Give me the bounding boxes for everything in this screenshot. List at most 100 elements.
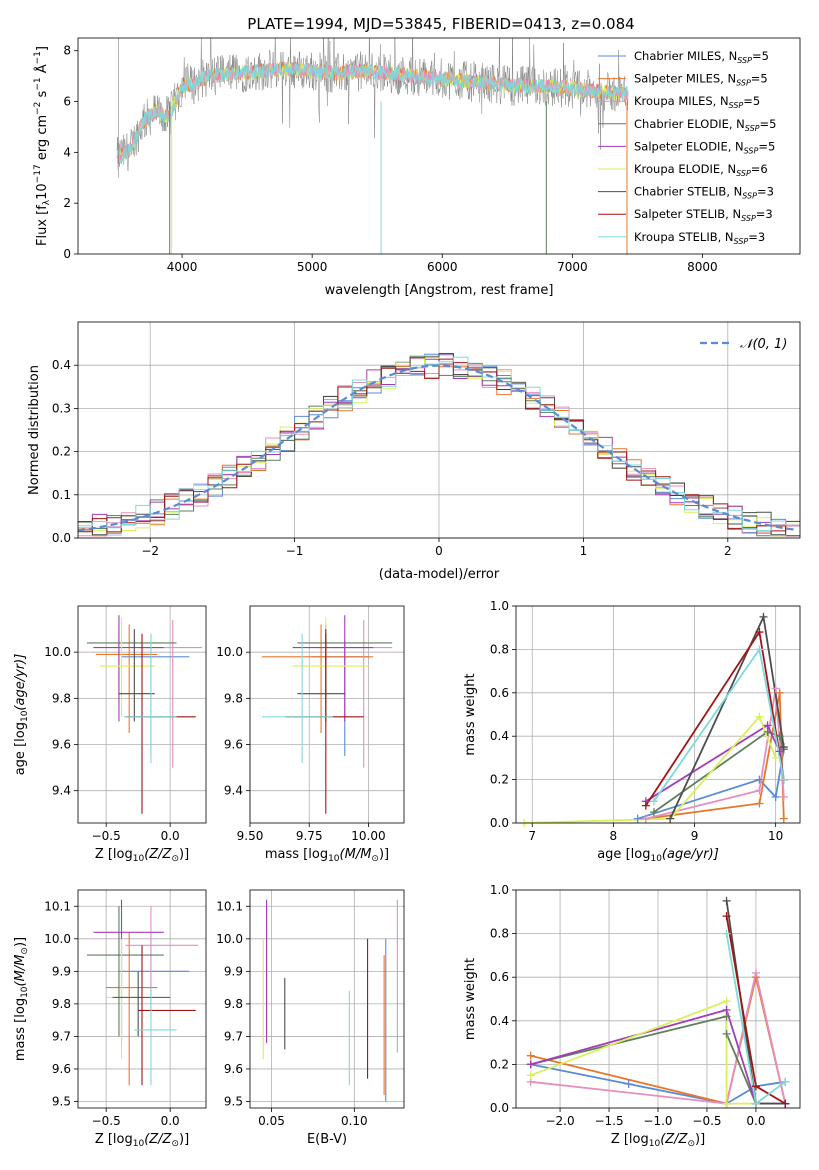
- y-axis-label: mass weight: [463, 673, 478, 755]
- weight-marker: [775, 688, 784, 697]
- x-axis-label-part: (Z/Z: [660, 1132, 688, 1147]
- weight-marker: [781, 1077, 790, 1086]
- legend-entry: 𝒩(0, 1): [740, 337, 787, 352]
- legend-entry: Salpeter ELODIE, NSSP=5: [634, 139, 775, 155]
- x-tick-label: 9: [691, 829, 699, 843]
- axes-frame-weight_vs_age: [515, 605, 801, 824]
- y-tick-label: 10.0: [216, 645, 243, 659]
- x-axis-label: Z [log10(Z/Z⊙)]: [95, 1132, 189, 1149]
- x-axis-label-sun: ⊙: [171, 854, 179, 864]
- y-tick-label: 9.5: [224, 1094, 243, 1108]
- weight-marker: [779, 743, 788, 752]
- axes-mass_vs_ebv: 0.05 0.10 9.5 9.6 9.7 9.8 9.9 10.0 10.1 E(B-V): [216, 889, 405, 1147]
- legend-entry-base: Salpeter MILES, N: [634, 72, 736, 86]
- weight-marker: [775, 747, 784, 756]
- x-axis-label-sub: 10: [133, 1139, 145, 1149]
- legend-entry-base: Chabrier STELIB, N: [634, 185, 742, 199]
- weight-marker: [755, 799, 764, 808]
- x-tick-label: 10: [768, 829, 783, 843]
- weight-marker: [722, 1029, 731, 1038]
- ticks-mass_vs_z: −0.5 0.0 9.5 9.6 9.7 9.8 9.9 10.0 10.1: [44, 899, 179, 1128]
- legend-entry-tail: =3: [757, 185, 774, 199]
- y-axis-label-part: 10: [35, 183, 50, 200]
- y-tick-label: 9.7: [224, 1029, 243, 1043]
- x-axis-label-part: )]: [695, 1132, 705, 1147]
- x-axis-label: age [log10(age/yr)]: [597, 847, 719, 864]
- x-tick-label: 9.75: [296, 829, 323, 843]
- y-tick-label: 9.5: [52, 1094, 71, 1108]
- weight-marker: [624, 1080, 633, 1089]
- y-tick-label: 9.9: [224, 964, 243, 978]
- x-axis-label-part: )]: [179, 1132, 189, 1147]
- weight-marker: [666, 814, 675, 823]
- y-axis-label-part: (M/M: [13, 955, 28, 987]
- grid-mass_vs_ebv: [250, 890, 404, 1108]
- weight-marker: [755, 628, 764, 637]
- y-axis-label-part: λ: [42, 199, 52, 205]
- y-tick-label: 2: [63, 196, 71, 210]
- x-axis-label: E(B-V): [307, 1132, 347, 1147]
- axes-frame-age_vs_z: [77, 605, 207, 824]
- y-tick-label: 10.1: [44, 899, 71, 913]
- weight-line: [530, 999, 756, 1105]
- x-tick-label: 0.0: [746, 1114, 765, 1128]
- x-axis-label-sub: 10: [133, 854, 145, 864]
- weight-line: [524, 714, 777, 823]
- legend-entry-sub: SSP: [729, 101, 744, 110]
- ticks-mass_vs_ebv: 0.05 0.10 9.5 9.6 9.7 9.8 9.9 10.0 10.1: [216, 899, 367, 1128]
- x-tick-label: 1: [580, 544, 588, 558]
- ticks-age_vs_z: −0.5 0.0 9.4 9.6 9.8 10.0: [44, 645, 179, 843]
- y-axis-label-part: (age/yr)]: [13, 654, 28, 711]
- axes-frame-weight_vs_z: [515, 889, 801, 1109]
- axes-frame-mass_vs_z: [77, 889, 207, 1109]
- weight-marker: [526, 1060, 535, 1069]
- x-axis-label-sub: 10: [328, 854, 340, 864]
- y-tick-label: 9.8: [52, 691, 71, 705]
- y-tick-label: 10.1: [216, 899, 243, 913]
- y-tick-label: 9.4: [52, 784, 71, 798]
- legend-entry: Chabrier MILES, NSSP=5: [634, 49, 769, 65]
- y-axis-label: mass weight: [463, 958, 478, 1040]
- weight-marker: [649, 797, 658, 806]
- x-axis-label-sun: ⊙: [687, 1139, 695, 1149]
- y-tick-label: 10.0: [216, 932, 243, 946]
- x-tick-label: −1.5: [594, 1114, 623, 1128]
- x-axis-label-part: E(B-V): [307, 1132, 347, 1147]
- y-axis-label-sub: 10: [20, 710, 30, 722]
- y-tick-label: 9.6: [52, 1062, 71, 1076]
- x-axis-label-part: )]: [179, 847, 189, 862]
- x-axis-label: (data-model)/error: [379, 567, 500, 582]
- x-axis-label-sun: ⊙: [171, 1139, 179, 1149]
- x-tick-label: 0: [435, 544, 443, 558]
- x-tick-label: −2: [141, 544, 159, 558]
- weight-marker: [779, 792, 788, 801]
- residual-histogram: [78, 355, 800, 537]
- normal-curve: [78, 364, 798, 532]
- x-axis-label-part: (Z/Z: [144, 1132, 172, 1147]
- plot-area-age_vs_mass: [261, 615, 393, 814]
- y-tick-label: 0.4: [52, 358, 71, 372]
- x-axis-label: mass [log10(M/M⊙)]: [265, 847, 389, 864]
- x-axis-label-part: age [log: [597, 847, 650, 862]
- y-tick-label: 9.6: [224, 1062, 243, 1076]
- legend-entry-sub: SSP: [737, 56, 752, 65]
- legend-entry: Kroupa MILES, NSSP=5: [634, 94, 760, 110]
- legend-entry-sub: SSP: [734, 237, 749, 246]
- x-tick-label: 7000: [557, 260, 588, 274]
- weight-marker: [763, 721, 772, 730]
- y-tick-label: 0.0: [490, 816, 509, 830]
- x-tick-label: 0.10: [341, 1114, 368, 1128]
- weight-marker: [781, 1099, 790, 1108]
- x-axis-label-sub: 10: [650, 854, 662, 864]
- weight-marker: [775, 732, 784, 741]
- y-axis-label-part: s: [35, 90, 50, 101]
- legend-entry-sub: SSP: [741, 214, 756, 223]
- y-tick-label: 0: [63, 247, 71, 261]
- axes-mass_vs_z: −0.5 0.09.59.69.79.89.910.010.1Z [log10(Z…: [13, 889, 207, 1149]
- y-axis-label-part: Å: [34, 64, 50, 77]
- y-axis-label-part: mass [log: [13, 998, 28, 1061]
- weight-line: [645, 692, 785, 820]
- residual-histogram: [78, 353, 800, 536]
